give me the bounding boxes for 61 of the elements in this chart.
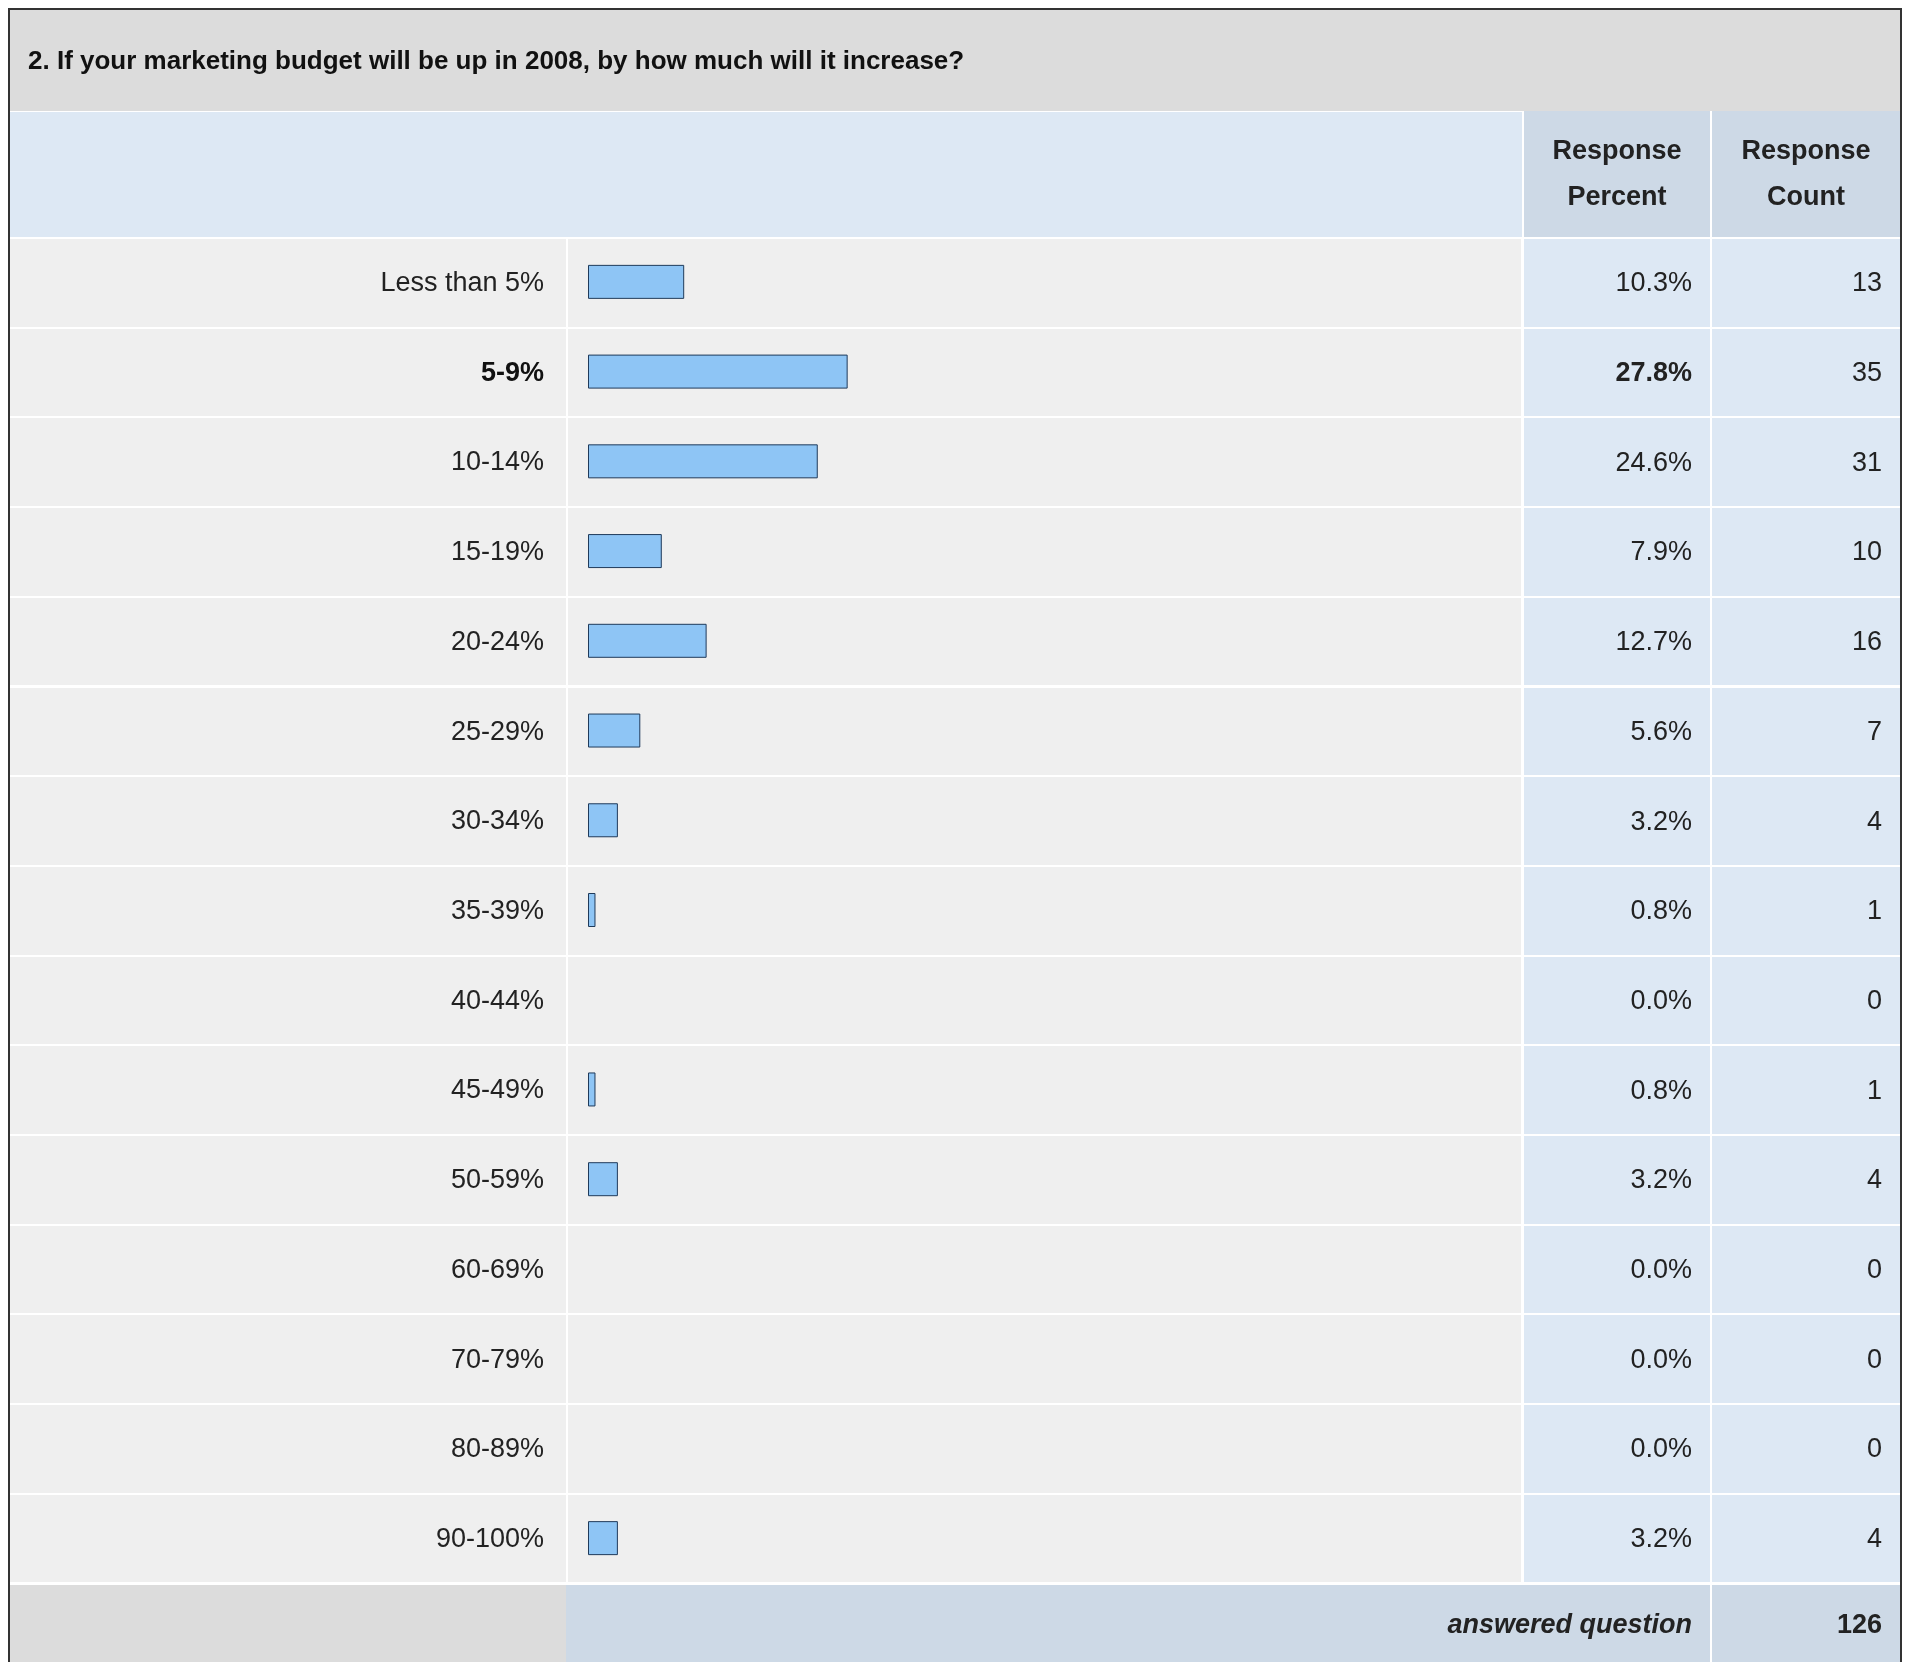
y-tick-label: 10-14% xyxy=(450,446,544,477)
bar xyxy=(588,354,848,389)
bar xyxy=(588,444,818,479)
y-tick-label: 50-59% xyxy=(450,1164,544,1195)
text: 126 xyxy=(1710,1582,1900,1662)
data-label: 3.2% xyxy=(1522,1134,1710,1224)
data-label: 3.2% xyxy=(1522,1492,1710,1583)
data-label: 0 xyxy=(1710,1403,1900,1493)
text: Response Count xyxy=(1710,111,1900,237)
text: answered question xyxy=(566,1582,1710,1662)
data-label: 31 xyxy=(1710,416,1900,507)
bar xyxy=(588,713,641,748)
y-tick-label: 60-69% xyxy=(450,1253,544,1284)
y-tick-label: 80-89% xyxy=(450,1433,544,1464)
data-label: 0.8% xyxy=(1522,1044,1710,1134)
data-label: 35 xyxy=(1710,326,1900,417)
data-label: 16 xyxy=(1710,595,1900,686)
data-label: 7 xyxy=(1710,685,1900,776)
data-label: 0 xyxy=(1710,1223,1900,1314)
data-label: 10 xyxy=(1710,506,1900,596)
data-label: 7.9% xyxy=(1522,506,1710,596)
bar xyxy=(588,1521,618,1556)
y-tick-label: 5-9% xyxy=(480,356,544,387)
bar xyxy=(588,803,618,838)
y-tick-label: 90-100% xyxy=(435,1523,544,1554)
data-label: 4 xyxy=(1710,775,1900,865)
bar xyxy=(588,1072,596,1107)
data-label: 0.0% xyxy=(1522,954,1710,1045)
data-label: 0.0% xyxy=(1522,1313,1710,1404)
y-tick-label: 35-39% xyxy=(450,895,544,925)
y-tick-label: Less than 5% xyxy=(380,266,544,297)
bar xyxy=(588,623,707,658)
data-label: 4 xyxy=(1710,1492,1900,1583)
data-label: 10.3% xyxy=(1522,237,1710,327)
data-label: 1 xyxy=(1710,864,1900,955)
y-tick-label: 45-49% xyxy=(450,1074,544,1105)
data-label: 4 xyxy=(1710,1134,1900,1224)
data-label: 5.6% xyxy=(1522,685,1710,776)
y-tick-label: 20-24% xyxy=(450,625,544,656)
bar xyxy=(588,893,596,927)
data-label: 0.0% xyxy=(1522,1403,1710,1493)
bar xyxy=(588,264,685,299)
data-label: 0.0% xyxy=(1522,1223,1710,1314)
data-label: 27.8% xyxy=(1522,326,1710,417)
data-label: 3.2% xyxy=(1522,775,1710,865)
y-tick-label: 30-34% xyxy=(450,805,544,836)
text: Response Percent xyxy=(1522,111,1710,237)
y-tick-label: 25-29% xyxy=(450,715,544,746)
y-tick-label: 70-79% xyxy=(450,1343,544,1374)
data-label: 24.6% xyxy=(1522,416,1710,507)
data-label: 0 xyxy=(1710,954,1900,1045)
y-tick-label: 15-19% xyxy=(450,536,544,567)
data-label: 0 xyxy=(1710,1313,1900,1404)
bar xyxy=(588,1162,618,1197)
data-label: 12.7% xyxy=(1522,595,1710,686)
bar xyxy=(588,534,662,569)
data-label: 0.8% xyxy=(1522,864,1710,955)
data-label: 1 xyxy=(1710,1044,1900,1134)
chart-title: 2. If your marketing budget will be up in 2008, by how much will it increase? xyxy=(10,10,1900,111)
y-tick-label: 40-44% xyxy=(450,984,544,1015)
data-label: 13 xyxy=(1710,237,1900,327)
